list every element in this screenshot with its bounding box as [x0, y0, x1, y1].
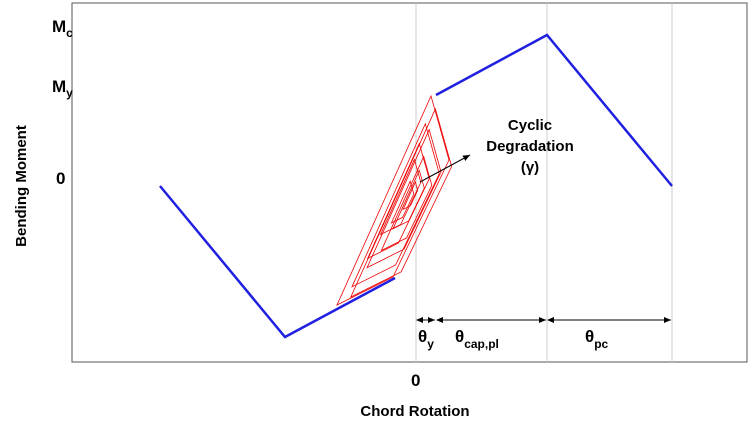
hysteresis-loops [336, 94, 453, 306]
x-tick-label: 0 [411, 371, 420, 390]
hysteresis-loop [392, 169, 425, 230]
backbone-positive [435, 33, 673, 187]
symbol: θ [455, 327, 464, 346]
annotation-line: (γ) [521, 159, 539, 176]
subscript: y [427, 337, 434, 351]
annotation-line: Cyclic [508, 117, 552, 134]
hysteresis-loop [379, 158, 422, 236]
subscript: y [66, 86, 73, 100]
subscript: pc [594, 337, 608, 351]
symbol: M [52, 77, 66, 96]
y-tick-label: Mc [52, 17, 73, 40]
annotation-line: Degradation [486, 138, 574, 155]
y-tick-label: 0 [56, 169, 65, 188]
subscript: c [66, 26, 73, 40]
subscript: cap,pl [464, 337, 499, 351]
hysteresis-loop [390, 180, 415, 224]
hysteresis-loop [366, 142, 430, 260]
x-axis-title: Chord Rotation [360, 403, 469, 420]
annotation-arrow [419, 154, 471, 183]
symbol: 0 [56, 169, 65, 188]
y-tick-label: My [52, 77, 73, 100]
symbol: θ [418, 327, 427, 346]
symbol: M [52, 17, 66, 36]
hysteresis-loop [402, 180, 419, 211]
y-axis-title: Bending Moment [13, 125, 30, 247]
dimension-label: θpc [585, 327, 609, 351]
dimension-label: θcap,pl [455, 327, 499, 351]
hysteresis-loop [351, 122, 440, 288]
backbone-negative [159, 185, 396, 339]
dimension-label: θy [418, 327, 434, 351]
plot-frame [71, 2, 748, 363]
hysteresis-loop [380, 155, 433, 252]
symbol: θ [585, 327, 594, 346]
hysteresis-loop [349, 107, 453, 298]
hysteresis-loop [336, 94, 450, 306]
hysteresis-loop [366, 128, 442, 269]
